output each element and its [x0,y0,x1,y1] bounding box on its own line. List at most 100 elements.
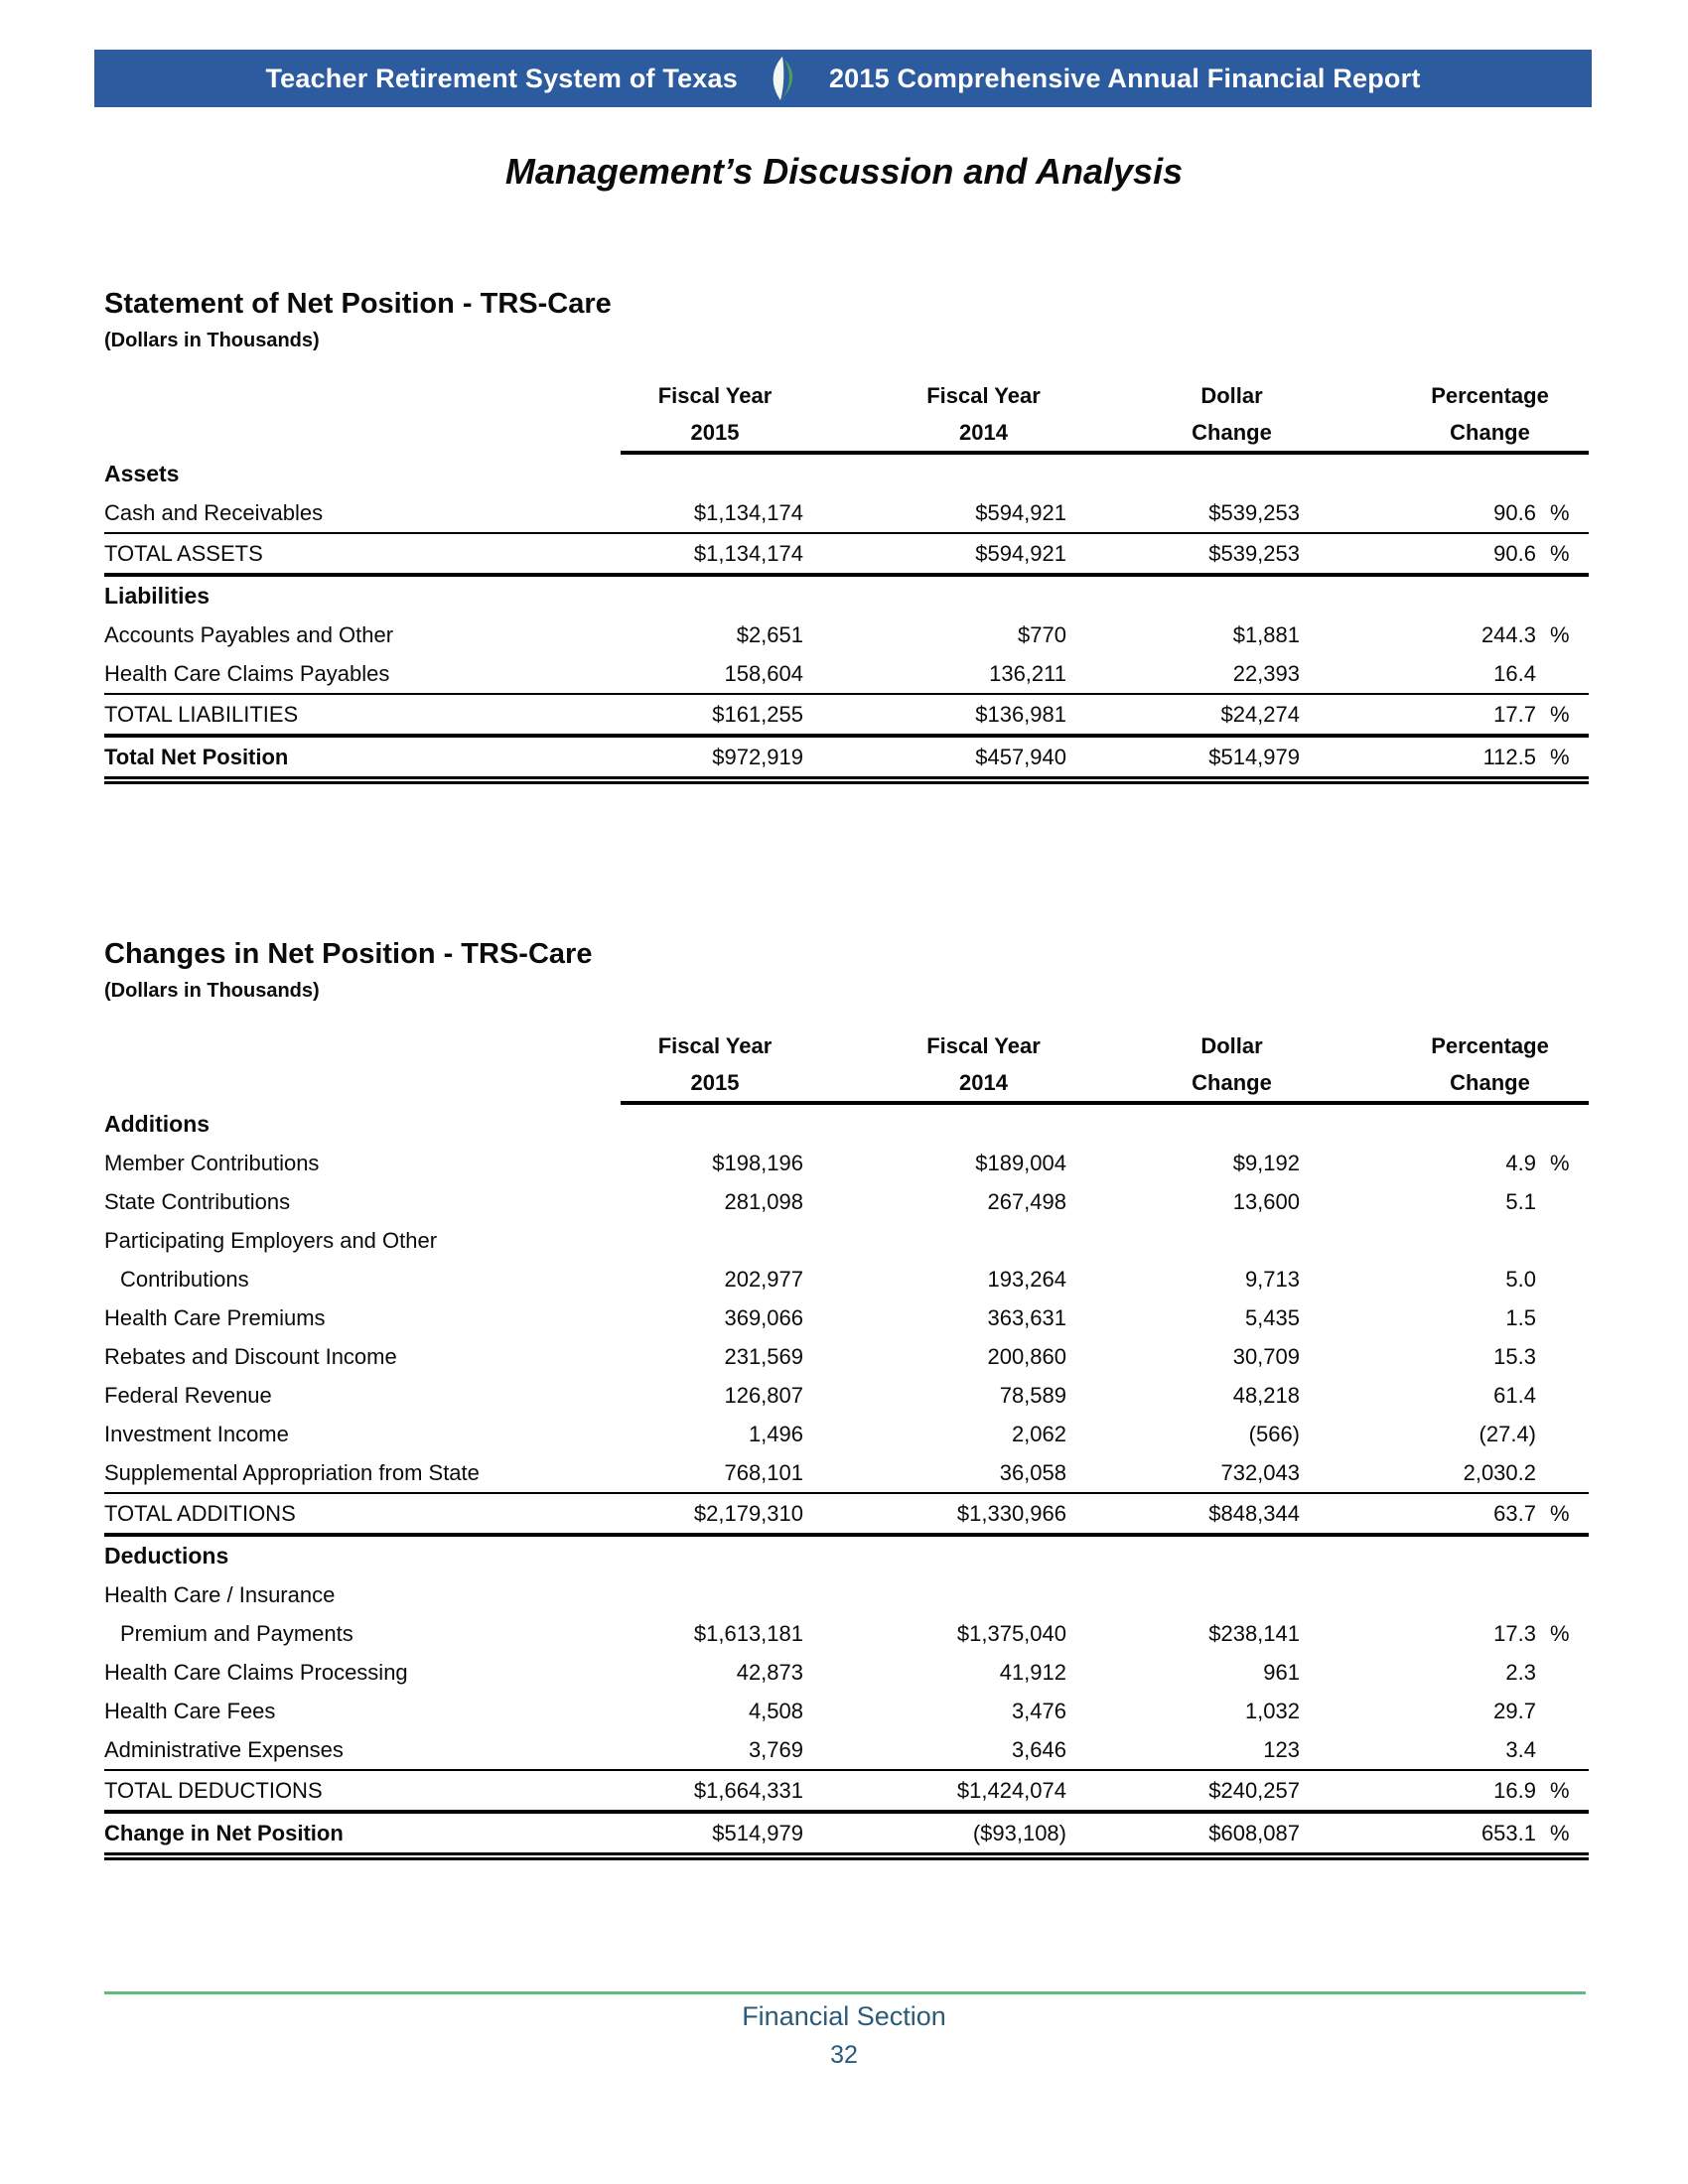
value-percentage-change: 90.6 [1493,500,1536,525]
percent-sign [1544,1537,1589,1575]
value-fy2014 [809,1575,1072,1614]
value-fy2015: 42,873 [736,1660,803,1685]
value-fy2014: 267,498 [987,1189,1066,1214]
table-row: Total Net Position $972,919 $457,940 $514,9… [104,738,1589,784]
column-header: Fiscal Year 2014 [926,383,1041,445]
value-percentage-change: 653.1 [1480,1821,1536,1845]
percent-sign: % [1550,745,1570,769]
value-fy2014: $594,921 [975,500,1066,525]
value-fy2015: 3,769 [748,1737,803,1762]
statement-of-net-position-table: Statement of Net Position - TRS-Care (Do… [104,286,1589,784]
row-label: Health Care Claims Payables [104,661,390,686]
value-fy2014: 200,860 [987,1344,1066,1369]
page-number: 32 [830,2041,858,2069]
value-fy2015 [621,1537,809,1575]
row-label: Participating Employers and Other [104,1228,438,1253]
value-dollar-change: $240,257 [1208,1778,1300,1803]
value-percentage-change: 61.4 [1493,1383,1536,1408]
row-label: Accounts Payables and Other [104,622,394,647]
table-row: Member Contributions $198,196 $189,004 $9,1… [104,1144,1589,1182]
table-row: Health Care Premiums 369,066 363,631 5,435 1… [104,1298,1589,1337]
row-label: Health Care Premiums [104,1305,326,1330]
value-percentage-change: 29.7 [1493,1699,1536,1723]
table-row: Health Care / Insurance [104,1575,1589,1614]
footer-rule [104,1991,1586,1994]
value-fy2014: 3,476 [1011,1699,1066,1723]
table-row: Assets [104,455,1589,493]
value-dollar-change: $24,274 [1220,702,1300,727]
header-rule [621,451,1589,455]
value-fy2014: $770 [1018,622,1066,647]
percent-sign: % [1550,622,1570,647]
table-row: Premium and Payments $1,613,181 $1,375,040… [104,1614,1589,1653]
value-dollar-change [1072,455,1306,493]
table-row: Health Care Claims Payables 158,604 136,21… [104,654,1589,695]
value-dollar-change: (566) [1248,1422,1300,1446]
value-percentage-change: 16.4 [1493,661,1536,686]
value-fy2015: 126,807 [724,1383,803,1408]
percent-sign [1544,654,1589,693]
column-header: Percentage Change [1431,383,1549,445]
table-row: TOTAL LIABILITIES $161,255 $136,981 $24,274… [104,695,1589,738]
table-row: Accounts Payables and Other $2,651 $770 $1,… [104,615,1589,654]
percent-sign [1544,1182,1589,1221]
value-percentage-change: 90.6 [1493,541,1536,566]
value-fy2014 [809,1221,1072,1260]
value-dollar-change: 1,032 [1244,1699,1300,1723]
table-row: Participating Employers and Other [104,1221,1589,1260]
table-row: Health Care Fees 4,508 3,476 1,032 29.7 [104,1692,1589,1730]
percent-sign [1544,1221,1589,1260]
row-label: TOTAL ASSETS [104,541,263,566]
value-fy2015 [621,577,809,615]
value-percentage-change: 16.9 [1493,1778,1536,1803]
value-fy2015: 369,066 [724,1305,803,1330]
percent-sign [1544,1260,1589,1298]
value-fy2015: $1,664,331 [693,1778,803,1803]
percent-sign: % [1550,500,1570,525]
org-title: Teacher Retirement System of Texas [265,63,738,93]
value-percentage-change [1306,1105,1544,1144]
row-label: Administrative Expenses [104,1737,344,1762]
percent-sign: % [1550,1821,1570,1845]
percent-sign [1544,1337,1589,1376]
row-label: Investment Income [104,1422,289,1446]
value-percentage-change: 5.0 [1505,1267,1536,1292]
value-dollar-change: $1,881 [1232,622,1300,647]
table-title: Statement of Net Position - TRS-Care [104,288,612,320]
table-row: Deductions [104,1537,1589,1575]
table-row: TOTAL ASSETS $1,134,174 $594,921 $539,253 90… [104,534,1589,577]
value-percentage-change [1306,1575,1544,1614]
value-fy2014 [809,1105,1072,1144]
percent-sign [1544,1376,1589,1415]
value-percentage-change: 17.7 [1493,702,1536,727]
value-percentage-change [1306,577,1544,615]
table-row: Contributions 202,977 193,264 9,713 5.0 [104,1260,1589,1298]
footer-section-label: Financial Section [742,2001,946,2031]
table-row: Cash and Receivables $1,134,174 $594,921 $5… [104,493,1589,534]
column-header: Dollar Change [1192,383,1272,445]
value-fy2015: 4,508 [748,1699,803,1723]
value-fy2015: $1,613,181 [693,1621,803,1646]
value-percentage-change [1306,1221,1544,1260]
header-rule [621,1101,1589,1105]
value-dollar-change: 732,043 [1220,1460,1300,1485]
value-percentage-change: 15.3 [1493,1344,1536,1369]
percent-sign [1544,1692,1589,1730]
row-label: TOTAL LIABILITIES [104,702,299,727]
value-fy2015 [621,1575,809,1614]
value-fy2015 [621,455,809,493]
value-fy2014: $594,921 [975,541,1066,566]
changes-in-net-position-table: Changes in Net Position - TRS-Care (Doll… [104,936,1589,1860]
table-row: Administrative Expenses 3,769 3,646 123 3.4 [104,1730,1589,1771]
value-percentage-change: 5.1 [1505,1189,1536,1214]
value-percentage-change: 3.4 [1505,1737,1536,1762]
table-subtitle: (Dollars in Thousands) [104,980,320,1002]
table-row: Health Care Claims Processing 42,873 41,91… [104,1653,1589,1692]
percent-sign: % [1550,541,1570,566]
percent-sign [1544,577,1589,615]
value-fy2014: 363,631 [987,1305,1066,1330]
table-row: Change in Net Position $514,979 ($93,108) $… [104,1814,1589,1860]
row-label: Cash and Receivables [104,500,324,525]
value-fy2014: 193,264 [987,1267,1066,1292]
row-label: Change in Net Position [104,1821,344,1845]
